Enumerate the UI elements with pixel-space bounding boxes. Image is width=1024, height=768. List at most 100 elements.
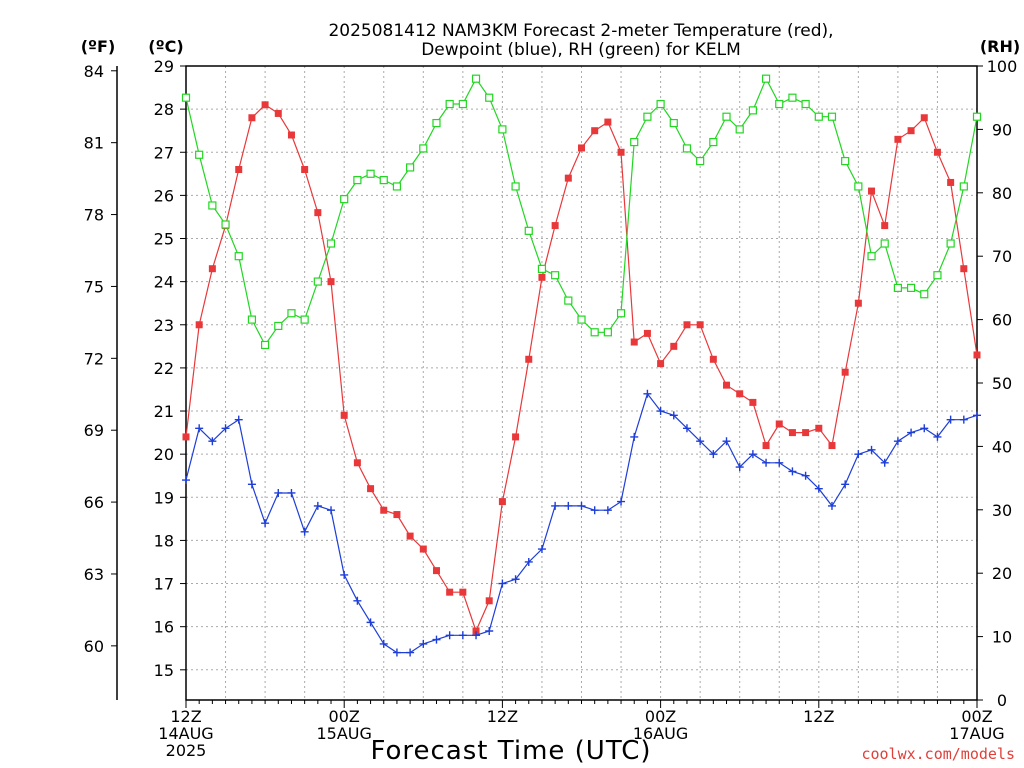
dewpoint-point xyxy=(511,575,520,584)
temperature-point xyxy=(907,127,915,135)
series xyxy=(181,74,982,657)
credit-text: coolwx.com/models xyxy=(861,745,1015,763)
rh-point xyxy=(788,93,797,102)
temperature-point xyxy=(419,545,427,553)
dewpoint-point xyxy=(630,432,639,441)
celsius-tick-label: 24 xyxy=(154,273,174,292)
rh-point xyxy=(722,112,731,121)
fahrenheit-tick-label: 78 xyxy=(84,206,104,225)
celsius-tick-label: 28 xyxy=(154,100,174,119)
dewpoint-point xyxy=(327,506,336,515)
dewpoint-point xyxy=(195,424,204,433)
fahrenheit-tick-label: 60 xyxy=(84,637,104,656)
rh-point xyxy=(748,106,757,115)
temperature-point xyxy=(208,265,216,273)
fahrenheit-tick-label: 81 xyxy=(84,134,104,153)
dewpoint-point xyxy=(353,596,362,605)
rh-point xyxy=(669,118,678,128)
rh-tick-label: 50 xyxy=(992,374,1012,393)
dewpoint-point xyxy=(696,437,705,446)
x-tick-label: 15AUG xyxy=(316,724,371,743)
celsius-tick-label: 15 xyxy=(154,661,174,680)
rh-tick-label: 0 xyxy=(997,691,1007,710)
rh-point xyxy=(841,157,850,166)
rh-point xyxy=(313,277,322,286)
temperature-point xyxy=(301,166,309,174)
temperature-point xyxy=(920,114,928,122)
dewpoint-point xyxy=(867,445,876,454)
rh-point xyxy=(181,93,191,102)
temperature-point xyxy=(235,166,243,174)
dewpoint-point xyxy=(432,635,441,644)
rh-point xyxy=(643,112,652,121)
rh-point xyxy=(696,157,705,166)
temperature-point xyxy=(802,429,810,437)
rh-point xyxy=(274,321,283,331)
rh-point xyxy=(551,271,560,280)
rh-tick-label: 10 xyxy=(992,628,1012,647)
dewpoint-point xyxy=(973,411,981,420)
rh-point xyxy=(761,74,771,83)
rh-point xyxy=(419,144,428,153)
temperature-point xyxy=(657,360,665,368)
rh-point xyxy=(340,195,349,204)
rh-point xyxy=(920,290,929,299)
rh-point xyxy=(656,99,665,109)
temperature-point xyxy=(367,485,375,493)
x-tick-label: 16AUG xyxy=(633,724,688,743)
temperature-point xyxy=(287,131,295,139)
rh-point xyxy=(616,309,626,318)
dewpoint-point xyxy=(392,648,401,657)
rh-point xyxy=(590,328,599,337)
axes: 15 16 17 18 19 20 21 22 23 24 25 26 27 28 29 60 63 66 69 72… xyxy=(84,57,1018,760)
dewpoint-point xyxy=(340,570,349,579)
rh-unit-label: (RH) xyxy=(980,37,1020,56)
rh-point xyxy=(392,182,402,191)
dewpoint-point xyxy=(234,415,243,424)
temperature-point xyxy=(340,411,348,419)
rh-tick-label: 80 xyxy=(992,184,1012,203)
rh-point xyxy=(814,112,823,121)
chart-title-line-2: Dewpoint (blue), RH (green) for KELM xyxy=(421,40,741,60)
temperature-point xyxy=(380,506,388,514)
fahrenheit-tick-label: 69 xyxy=(84,421,104,440)
x-axis-label: Forecast Time (UTC) xyxy=(370,736,651,766)
rh-point xyxy=(959,182,968,191)
rh-point xyxy=(406,163,415,172)
rh-point xyxy=(366,169,375,178)
dewpoint-point xyxy=(498,579,507,588)
x-tick-label: 12Z xyxy=(170,707,201,726)
dewpoint-point xyxy=(472,631,481,640)
chart-title: 2025081412 NAM3KM Forecast 2-meter Tempe… xyxy=(328,21,833,60)
dewpoint-point xyxy=(445,631,454,640)
x-tick-label: 12Z xyxy=(803,707,834,726)
temperature-point xyxy=(643,329,651,337)
dewpoint-series xyxy=(182,389,981,657)
temperature-point xyxy=(960,265,968,273)
temperature-point xyxy=(881,222,889,230)
rh-series xyxy=(181,74,982,350)
rh-point xyxy=(537,264,547,273)
dewpoint-point xyxy=(933,432,942,441)
dewpoint-point xyxy=(893,437,902,446)
rh-point xyxy=(485,93,494,102)
dewpoint-point xyxy=(907,428,916,437)
temperature-point xyxy=(564,174,572,182)
rh-tick-label: 70 xyxy=(992,247,1012,266)
dewpoint-point xyxy=(617,497,626,506)
dewpoint-point xyxy=(959,415,968,424)
dewpoint-point xyxy=(880,458,889,467)
temperature-point xyxy=(854,299,862,307)
temperature-point xyxy=(274,109,282,117)
dewpoint-point xyxy=(366,618,375,627)
celsius-tick-label: 29 xyxy=(154,57,174,76)
temperature-point xyxy=(446,588,454,596)
dewpoint-point xyxy=(946,415,955,424)
rh-point xyxy=(498,125,507,134)
grid xyxy=(186,66,977,700)
temperature-point xyxy=(683,321,691,329)
fahrenheit-tick-label: 75 xyxy=(84,277,104,296)
rh-point xyxy=(801,99,810,109)
temperature-point xyxy=(248,114,256,122)
rh-point xyxy=(933,271,942,280)
